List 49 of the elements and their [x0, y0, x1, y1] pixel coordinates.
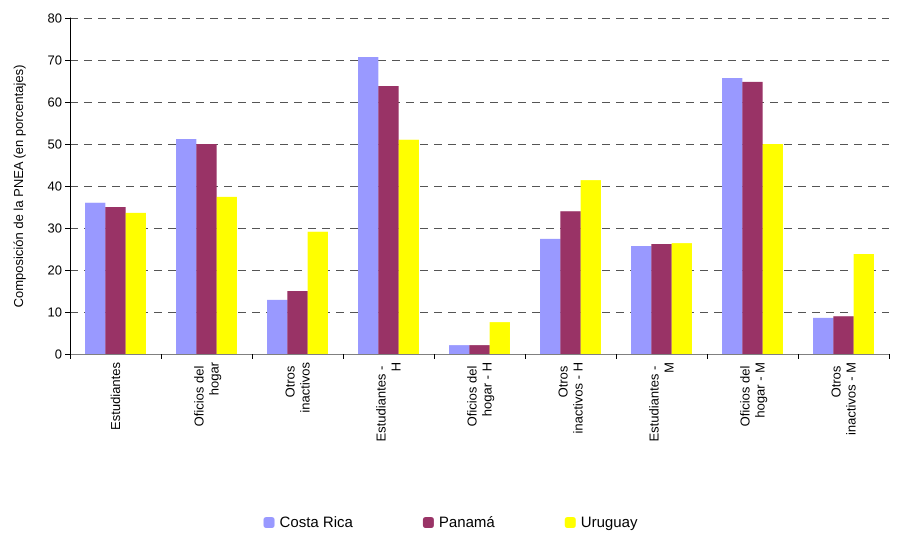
bar — [631, 246, 652, 354]
bar — [813, 318, 834, 354]
bar — [651, 244, 672, 354]
bar — [267, 300, 288, 354]
y-tick-label: 20 — [48, 262, 62, 278]
y-tick-label: 10 — [48, 304, 62, 320]
legend-label: Uruguay — [580, 514, 638, 531]
y-tick-label: 70 — [48, 52, 62, 68]
bar — [722, 78, 742, 354]
x-tick-label: Otros inactivos — [282, 362, 312, 413]
bar — [85, 202, 106, 354]
legend-label: Panamá — [438, 514, 496, 531]
x-tick-label: Otros inactivos - H — [556, 362, 586, 434]
bar — [560, 211, 581, 354]
y-tick-label: 50 — [48, 136, 62, 152]
y-axis-title: Composición de la PNEA (en porcentajes) — [11, 64, 26, 308]
bar — [762, 144, 783, 354]
bar — [672, 243, 692, 354]
bar — [358, 57, 378, 354]
y-tick-label: 80 — [48, 10, 62, 26]
x-tick-label: Estudiantes - M — [646, 362, 676, 442]
bar — [742, 82, 763, 354]
bar — [580, 180, 601, 354]
bar — [196, 144, 217, 354]
bar — [287, 291, 308, 354]
x-tick-label: Otros inactivos - M — [828, 362, 858, 435]
bar — [176, 138, 196, 354]
x-tick-label: Oficios del hogar — [192, 361, 222, 426]
y-tick-label: 0 — [54, 346, 62, 362]
bar — [449, 345, 470, 354]
bar — [105, 207, 126, 354]
x-tick-label: Estudiantes - H — [374, 362, 404, 442]
bar — [216, 196, 237, 354]
x-tick-label: Estudiantes — [108, 362, 123, 430]
y-tick-label: 60 — [48, 94, 62, 110]
bar — [398, 140, 419, 354]
bar — [308, 232, 328, 354]
legend-label: Costa Rica — [280, 514, 354, 531]
bar — [469, 345, 490, 354]
bar — [540, 238, 560, 354]
x-tick-label: Oficios del hogar - M — [738, 362, 768, 426]
y-tick-label: 30 — [48, 220, 62, 236]
x-tick-label: Oficios del hogar - H — [464, 362, 494, 426]
bar — [126, 212, 146, 354]
bar — [854, 254, 874, 354]
y-tick-label: 40 — [48, 178, 62, 194]
bar — [833, 316, 854, 354]
bar — [490, 322, 510, 354]
bar — [378, 86, 399, 354]
